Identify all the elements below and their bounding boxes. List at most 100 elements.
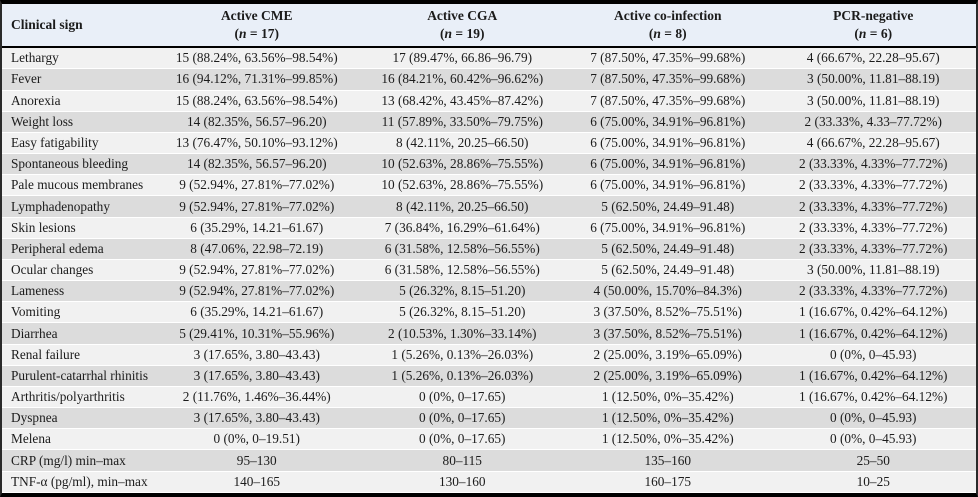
cell-col-2: 10 (52.63%, 28.86%–75.55%) [359, 153, 565, 176]
cell-col-4: 0 (0%, 0–45.93) [770, 344, 976, 366]
cell-col-1: 140–165 [154, 471, 360, 493]
column-title: Active CME [220, 8, 293, 23]
cell-col-2: 0 (0%, 0–17.65) [359, 386, 565, 409]
cell-col-3: 5 (62.50%, 24.49–91.48) [565, 238, 771, 260]
table-row: Peripheral edema 8 (47.06%, 22.98–72.19) 6… [2, 238, 976, 260]
row-label: Ocular changes [2, 259, 154, 282]
header-clinical-sign: Clinical sign [2, 4, 154, 49]
table-row: Dyspnea 3 (17.65%, 3.80–43.43) 0 (0%, 0–17… [2, 407, 976, 430]
cell-col-4: 0 (0%, 0–45.93) [770, 428, 976, 451]
cell-col-4: 2 (33.33%, 4.33%–77.72%) [770, 238, 976, 260]
cell-col-2: 17 (89.47%, 66.86–96.79) [359, 47, 565, 70]
cell-col-1: 9 (52.94%, 27.81%–77.02%) [154, 280, 360, 303]
cell-col-3: 1 (12.50%, 0%–35.42%) [565, 407, 771, 430]
table-row: Anorexia 15 (88.24%, 63.56%–98.54%) 13 (68… [2, 90, 976, 112]
cell-col-1: 15 (88.24%, 63.56%–98.54%) [154, 47, 360, 70]
table-row: Lymphadenopathy 9 (52.94%, 27.81%–77.02%)… [2, 195, 976, 218]
cell-col-3: 6 (75.00%, 34.91%–96.81%) [565, 132, 771, 155]
cell-col-4: 2 (33.33%, 4.33–77.72%) [770, 111, 976, 133]
column-n-count: (n = 19) [440, 25, 485, 41]
row-label: Purulent-catarrhal rhinitis [2, 365, 154, 387]
row-label: CRP (mg/l) min–max [2, 449, 154, 472]
cell-col-3: 6 (75.00%, 34.91%–96.81%) [565, 174, 771, 197]
cell-col-1: 13 (76.47%, 50.10%–93.12%) [154, 132, 360, 155]
cell-col-2: 1 (5.26%, 0.13%–26.03%) [359, 365, 565, 387]
table-row: Fever 16 (94.12%, 71.31%–99.85%) 16 (84.21… [2, 68, 976, 91]
cell-col-3: 5 (62.50%, 24.49–91.48) [565, 259, 771, 282]
header-group-4: PCR-negative (n = 6) [770, 4, 976, 49]
cell-col-1: 9 (52.94%, 27.81%–77.02%) [154, 174, 360, 197]
row-label: Anorexia [2, 90, 154, 112]
table-row: CRP (mg/l) min–max 95–130 80–115 135–160 25–… [2, 449, 976, 472]
row-label: Renal failure [2, 344, 154, 366]
cell-col-1: 3 (17.65%, 3.80–43.43) [154, 344, 360, 366]
cell-col-2: 1 (5.26%, 0.13%–26.03%) [359, 344, 565, 366]
header-group-3: Active co-infection (n = 8) [565, 4, 771, 49]
cell-col-4: 10–25 [770, 471, 976, 493]
cell-col-1: 5 (29.41%, 10.31%–55.96%) [154, 322, 360, 345]
cell-col-2: 5 (26.32%, 8.15–51.20) [359, 301, 565, 324]
row-label: Fever [2, 68, 154, 91]
cell-col-3: 7 (87.50%, 47.35%–99.68%) [565, 68, 771, 91]
cell-col-2: 10 (52.63%, 28.86%–75.55%) [359, 174, 565, 197]
cell-col-4: 3 (50.00%, 11.81–88.19) [770, 90, 976, 112]
cell-col-1: 9 (52.94%, 27.81%–77.02%) [154, 195, 360, 218]
table-row: Easy fatigability 13 (76.47%, 50.10%–93.1… [2, 132, 976, 155]
column-n-count: (n = 17) [234, 25, 279, 41]
cell-col-3: 1 (12.50%, 0%–35.42%) [565, 386, 771, 409]
table-row: TNF-α (pg/ml), min–max 140–165 130–160 160–… [2, 471, 976, 493]
cell-col-3: 7 (87.50%, 47.35%–99.68%) [565, 90, 771, 112]
cell-col-4: 2 (33.33%, 4.33%–77.72%) [770, 153, 976, 176]
header-row: Clinical sign Active CME (n = 17) Active C… [2, 4, 976, 49]
cell-col-4: 25–50 [770, 449, 976, 472]
cell-col-2: 0 (0%, 0–17.65) [359, 407, 565, 430]
row-label: Easy fatigability [2, 132, 154, 155]
cell-col-2: 7 (36.84%, 16.29%–61.64%) [359, 217, 565, 239]
cell-col-1: 8 (47.06%, 22.98–72.19) [154, 238, 360, 260]
cell-col-3: 1 (12.50%, 0%–35.42%) [565, 428, 771, 451]
cell-col-2: 80–115 [359, 449, 565, 472]
table-row: Diarrhea 5 (29.41%, 10.31%–55.96%) 2 (10.5… [2, 322, 976, 345]
row-label: Lethargy [2, 47, 154, 70]
table-row: Melena 0 (0%, 0–19.51) 0 (0%, 0–17.65) 1 (1… [2, 428, 976, 451]
table-body: Lethargy 15 (88.24%, 63.56%–98.54%) 17 (89… [2, 47, 976, 493]
clinical-signs-table: Clinical sign Active CME (n = 17) Active C… [2, 4, 976, 493]
cell-col-3: 2 (25.00%, 3.19%–65.09%) [565, 365, 771, 387]
row-label: Peripheral edema [2, 238, 154, 260]
cell-col-4: 3 (50.00%, 11.81–88.19) [770, 68, 976, 91]
cell-col-4: 1 (16.67%, 0.42%–64.12%) [770, 322, 976, 345]
cell-col-1: 0 (0%, 0–19.51) [154, 428, 360, 451]
cell-col-2: 0 (0%, 0–17.65) [359, 428, 565, 451]
header-group-1: Active CME (n = 17) [154, 4, 360, 49]
table-row: Lameness 9 (52.94%, 27.81%–77.02%) 5 (26.3… [2, 280, 976, 303]
cell-col-3: 6 (75.00%, 34.91%–96.81%) [565, 153, 771, 176]
row-label: Diarrhea [2, 322, 154, 345]
cell-col-1: 2 (11.76%, 1.46%–36.44%) [154, 386, 360, 409]
row-label: TNF-α (pg/ml), min–max [2, 471, 154, 493]
cell-col-1: 3 (17.65%, 3.80–43.43) [154, 365, 360, 387]
cell-col-1: 16 (94.12%, 71.31%–99.85%) [154, 68, 360, 91]
cell-col-4: 1 (16.67%, 0.42%–64.12%) [770, 386, 976, 409]
cell-col-4: 2 (33.33%, 4.33%–77.72%) [770, 195, 976, 218]
row-label: Pale mucous membranes [2, 174, 154, 197]
cell-col-2: 8 (42.11%, 20.25–66.50) [359, 132, 565, 155]
cell-col-4: 4 (66.67%, 22.28–95.67) [770, 132, 976, 155]
cell-col-3: 5 (62.50%, 24.49–91.48) [565, 195, 771, 218]
cell-col-3: 2 (25.00%, 3.19%–65.09%) [565, 344, 771, 366]
row-label: Melena [2, 428, 154, 451]
cell-col-2: 16 (84.21%, 60.42%–96.62%) [359, 68, 565, 91]
table-row: Lethargy 15 (88.24%, 63.56%–98.54%) 17 (89… [2, 47, 976, 70]
cell-col-4: 4 (66.67%, 22.28–95.67) [770, 47, 976, 70]
table-row: Pale mucous membranes 9 (52.94%, 27.81%–7… [2, 174, 976, 197]
cell-col-4: 0 (0%, 0–45.93) [770, 407, 976, 430]
table-row: Vomiting 6 (35.29%, 14.21–61.67) 5 (26.32%… [2, 301, 976, 324]
cell-col-4: 2 (33.33%, 4.33%–77.72%) [770, 174, 976, 197]
row-label: Skin lesions [2, 217, 154, 239]
cell-col-2: 5 (26.32%, 8.15–51.20) [359, 280, 565, 303]
row-label: Lameness [2, 280, 154, 303]
table-row: Skin lesions 6 (35.29%, 14.21–61.67) 7 (36… [2, 217, 976, 239]
cell-col-2: 2 (10.53%, 1.30%–33.14%) [359, 322, 565, 345]
cell-col-1: 14 (82.35%, 56.57–96.20) [154, 153, 360, 176]
table-row: Ocular changes 9 (52.94%, 27.81%–77.02%) 6… [2, 259, 976, 282]
